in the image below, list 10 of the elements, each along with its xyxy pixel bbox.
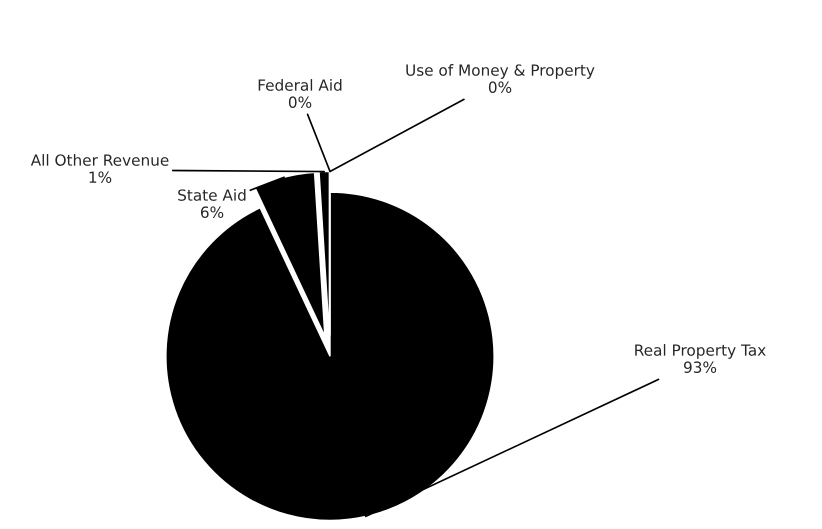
text: 0% bbox=[288, 96, 312, 108]
category-label: Federal Aid bbox=[258, 79, 342, 91]
slice-label: Real Property Tax bbox=[635, 344, 766, 359]
text: 0% bbox=[488, 81, 512, 93]
data-label: 6% bbox=[200, 206, 224, 218]
data-label: 1% bbox=[90, 171, 112, 183]
data-label: 93% bbox=[684, 361, 716, 373]
category-label: Use of Money & Property bbox=[406, 64, 594, 79]
slice-label: All Other Revenue bbox=[30, 154, 168, 166]
slice-label: State Aid bbox=[178, 189, 246, 201]
